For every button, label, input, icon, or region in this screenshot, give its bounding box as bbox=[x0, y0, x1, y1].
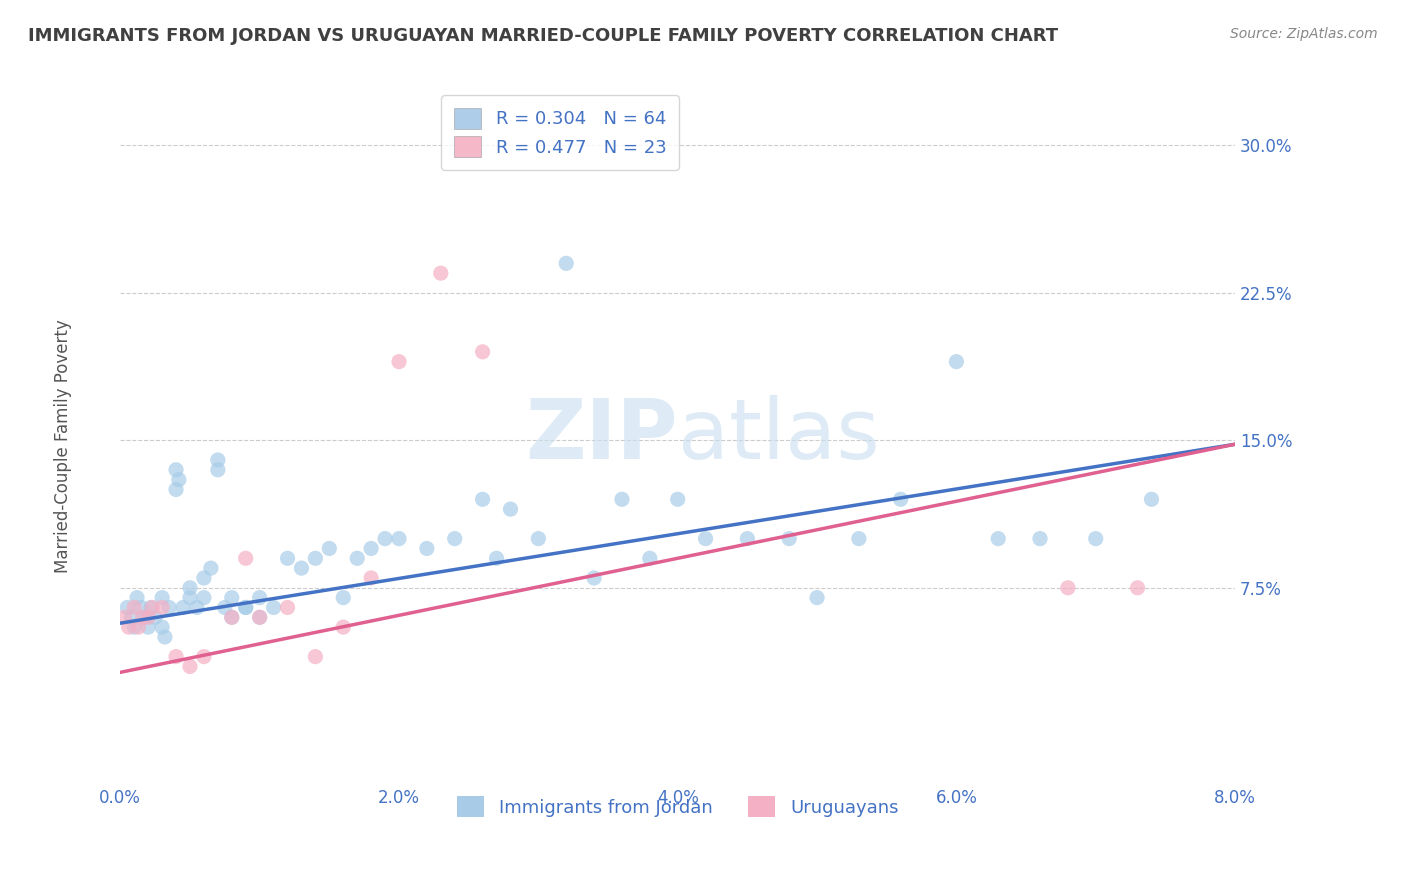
Point bbox=[139, 600, 162, 615]
Legend: Immigrants from Jordan, Uruguayans: Immigrants from Jordan, Uruguayans bbox=[450, 789, 905, 824]
Point bbox=[157, 600, 180, 615]
Point bbox=[193, 591, 215, 605]
Text: ZIP: ZIP bbox=[526, 395, 678, 476]
Point bbox=[193, 649, 215, 664]
Point bbox=[221, 591, 243, 605]
Point bbox=[153, 630, 176, 644]
Point bbox=[485, 551, 508, 566]
Point bbox=[125, 591, 148, 605]
Point bbox=[165, 649, 187, 664]
Point bbox=[471, 344, 494, 359]
Point bbox=[443, 532, 465, 546]
Point bbox=[165, 483, 187, 497]
Point bbox=[1140, 492, 1163, 507]
Point bbox=[141, 600, 163, 615]
Point bbox=[235, 600, 257, 615]
Text: Married-Couple Family Poverty: Married-Couple Family Poverty bbox=[55, 319, 72, 573]
Point bbox=[167, 473, 190, 487]
Point bbox=[114, 610, 136, 624]
Point bbox=[555, 256, 578, 270]
Point bbox=[150, 591, 173, 605]
Point bbox=[117, 600, 139, 615]
Point bbox=[304, 649, 326, 664]
Point bbox=[136, 620, 159, 634]
Point bbox=[374, 532, 396, 546]
Point bbox=[165, 463, 187, 477]
Point bbox=[131, 610, 153, 624]
Text: IMMIGRANTS FROM JORDAN VS URUGUAYAN MARRIED-COUPLE FAMILY POVERTY CORRELATION CH: IMMIGRANTS FROM JORDAN VS URUGUAYAN MARR… bbox=[28, 27, 1059, 45]
Point bbox=[143, 610, 166, 624]
Point bbox=[207, 453, 229, 467]
Point bbox=[1084, 532, 1107, 546]
Point bbox=[235, 600, 257, 615]
Point bbox=[890, 492, 912, 507]
Point bbox=[388, 354, 411, 368]
Point bbox=[221, 610, 243, 624]
Point bbox=[179, 659, 201, 673]
Point bbox=[848, 532, 870, 546]
Point bbox=[249, 610, 271, 624]
Point bbox=[221, 610, 243, 624]
Point bbox=[179, 591, 201, 605]
Point bbox=[136, 610, 159, 624]
Point bbox=[332, 591, 354, 605]
Point bbox=[737, 532, 759, 546]
Point bbox=[638, 551, 661, 566]
Point bbox=[583, 571, 606, 585]
Point bbox=[1126, 581, 1149, 595]
Point bbox=[290, 561, 312, 575]
Point bbox=[276, 600, 298, 615]
Point bbox=[346, 551, 368, 566]
Point bbox=[127, 620, 149, 634]
Point bbox=[249, 591, 271, 605]
Point bbox=[304, 551, 326, 566]
Point bbox=[276, 551, 298, 566]
Point bbox=[134, 610, 156, 624]
Point bbox=[610, 492, 633, 507]
Point bbox=[118, 620, 141, 634]
Point bbox=[987, 532, 1010, 546]
Point bbox=[150, 620, 173, 634]
Point bbox=[388, 532, 411, 546]
Point bbox=[430, 266, 453, 280]
Point bbox=[499, 502, 522, 516]
Point bbox=[695, 532, 717, 546]
Point bbox=[666, 492, 689, 507]
Point bbox=[263, 600, 285, 615]
Point bbox=[129, 600, 152, 615]
Point bbox=[332, 620, 354, 634]
Point bbox=[179, 581, 201, 595]
Point bbox=[416, 541, 439, 556]
Point bbox=[122, 600, 145, 615]
Point bbox=[120, 610, 142, 624]
Point bbox=[806, 591, 828, 605]
Point bbox=[193, 571, 215, 585]
Point bbox=[207, 463, 229, 477]
Text: Source: ZipAtlas.com: Source: ZipAtlas.com bbox=[1230, 27, 1378, 41]
Point bbox=[186, 600, 208, 615]
Point bbox=[214, 600, 236, 615]
Point bbox=[360, 571, 382, 585]
Point bbox=[122, 620, 145, 634]
Text: atlas: atlas bbox=[678, 395, 879, 476]
Point bbox=[235, 551, 257, 566]
Point bbox=[945, 354, 967, 368]
Point bbox=[172, 600, 194, 615]
Point bbox=[249, 610, 271, 624]
Point bbox=[1029, 532, 1052, 546]
Point bbox=[360, 541, 382, 556]
Point bbox=[200, 561, 222, 575]
Point bbox=[778, 532, 800, 546]
Point bbox=[471, 492, 494, 507]
Point bbox=[527, 532, 550, 546]
Point bbox=[318, 541, 340, 556]
Point bbox=[150, 600, 173, 615]
Point bbox=[1057, 581, 1080, 595]
